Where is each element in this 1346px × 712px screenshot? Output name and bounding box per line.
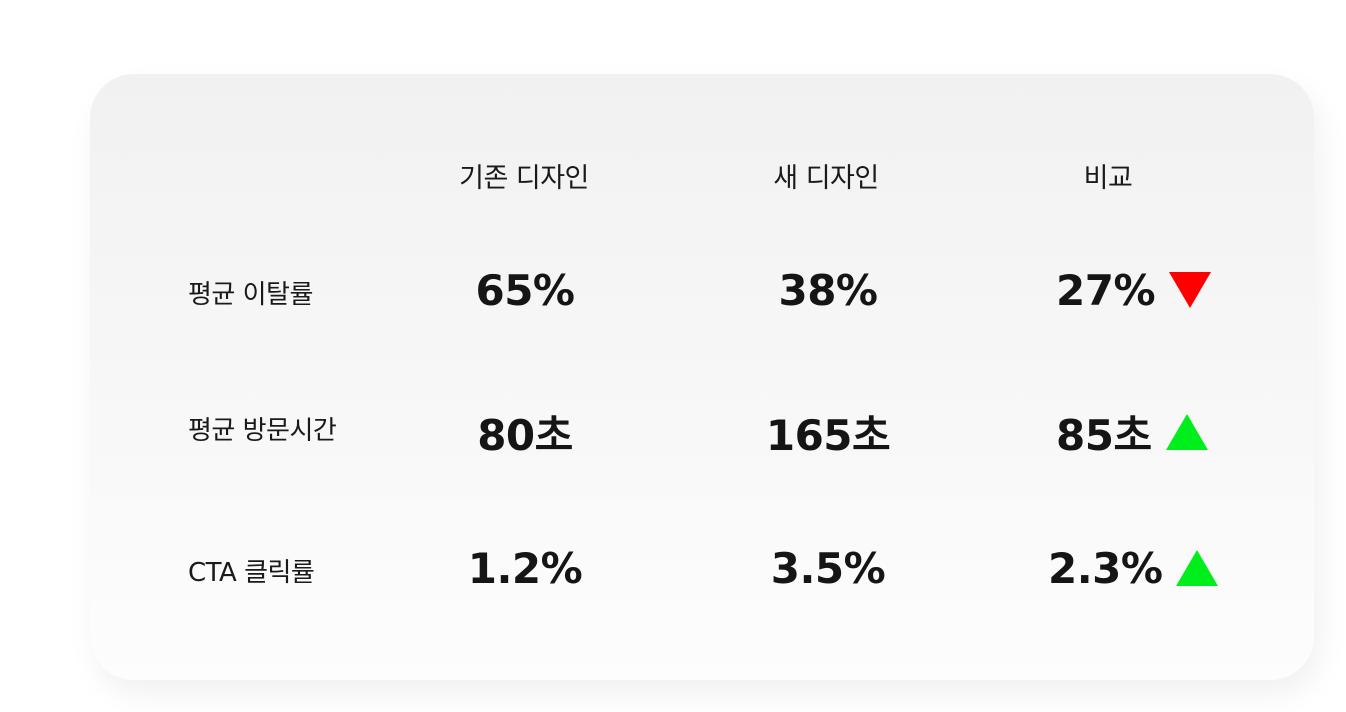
new-design-value: 38% [778, 266, 878, 315]
old-design-value: 80초 [477, 411, 573, 460]
column-header-new-design: 새 디자인 [773, 163, 879, 194]
row-label-cta-click-rate: CTA 클릭률 [188, 558, 315, 588]
comparison-cell: 85초 [1056, 402, 1208, 463]
difference-value: 2.3% [1048, 544, 1163, 593]
new-design-value: 3.5% [770, 544, 886, 593]
new-design-value: 165초 [765, 411, 891, 460]
old-design-value: 1.2% [467, 544, 583, 593]
comparison-cell: 27% [1056, 266, 1212, 315]
old-design-value: 65% [475, 266, 575, 315]
comparison-cell: 2.3% [1048, 544, 1219, 593]
difference-value: 27% [1056, 266, 1156, 315]
column-header-compare: 비교 [1083, 163, 1133, 194]
row-label-bounce-rate: 평균 이탈률 [188, 280, 313, 310]
decrease-triangle-icon [1169, 271, 1212, 308]
row-label-visit-time: 평균 방문시간 [188, 416, 337, 446]
increase-triangle-icon [1176, 549, 1219, 586]
difference-value: 85초 [1056, 411, 1152, 460]
column-header-old-design: 기존 디자인 [459, 163, 589, 194]
increase-triangle-icon [1165, 413, 1208, 450]
comparison-card [90, 74, 1314, 680]
